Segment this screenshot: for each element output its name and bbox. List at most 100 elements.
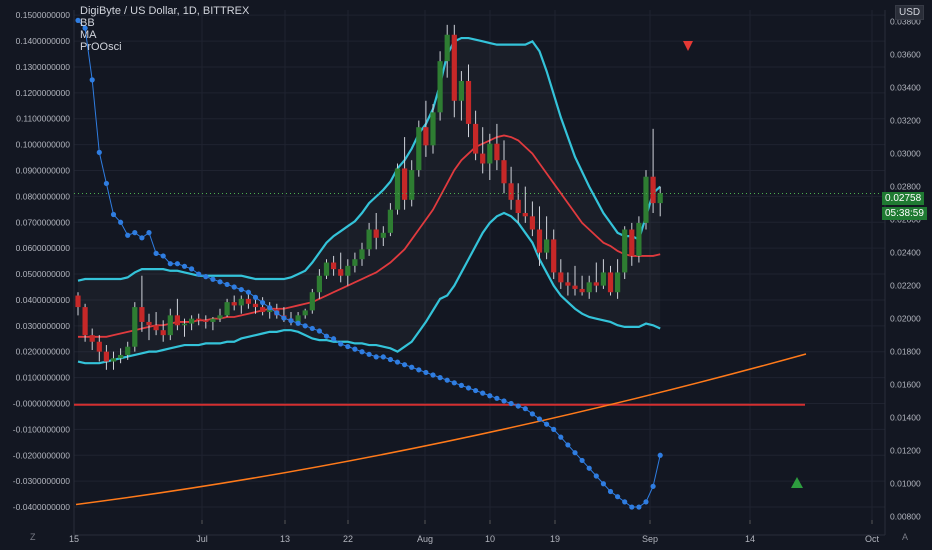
right-axis-label: 0.01800 <box>890 347 921 357</box>
candle-body <box>132 307 138 347</box>
x-axis-label: 13 <box>280 534 290 544</box>
candle-body <box>444 34 450 62</box>
oscillator-point <box>501 398 507 404</box>
oscillator-point <box>338 341 344 347</box>
oscillator-point <box>416 367 422 373</box>
oscillator-point <box>231 284 237 290</box>
candle-body <box>252 303 259 308</box>
x-axis-label: Oct <box>865 534 880 544</box>
auto-scale-icon[interactable]: A <box>902 532 909 542</box>
oscillator-point <box>657 452 663 458</box>
right-axis-label: 0.00800 <box>890 512 921 522</box>
timezone-icon[interactable]: Z <box>30 532 36 542</box>
left-axis-label: 0.0900000000 <box>16 166 71 176</box>
candle-body <box>387 209 393 233</box>
candle-body <box>565 282 571 286</box>
right-axis-label: 0.02800 <box>890 182 921 192</box>
oscillator-point <box>352 346 358 352</box>
candle-body <box>231 302 237 306</box>
candle-body <box>522 213 528 217</box>
left-axis-label: -0.0300000000 <box>13 476 70 486</box>
oscillator-point <box>600 481 607 487</box>
left-axis-label: -0.0400000000 <box>13 502 70 512</box>
oscillator-point <box>210 276 216 282</box>
x-axis-label: Jul <box>196 534 208 544</box>
bb-upper-band <box>77 36 661 282</box>
oscillator-point <box>593 473 599 479</box>
candle-body <box>529 216 535 230</box>
candle-body <box>103 351 109 362</box>
candle-body <box>586 282 592 293</box>
oscillator-point <box>132 230 138 236</box>
candle-body <box>380 232 386 238</box>
oscillator-point <box>252 294 259 300</box>
legend-osc[interactable]: PrOOsci <box>80 41 122 53</box>
candle-body <box>430 112 436 146</box>
oscillator-point <box>629 504 635 510</box>
last-price-badge: 0.02758 <box>882 192 925 205</box>
oscillator-point <box>579 457 585 464</box>
left-axis-label: 0.0100000000 <box>16 373 71 383</box>
oscillator-point <box>167 261 173 267</box>
currency-label[interactable]: USD <box>895 5 925 20</box>
x-axis-label: Aug <box>417 534 433 544</box>
candle-body <box>480 153 486 164</box>
oscillator-point <box>544 421 550 427</box>
oscillator-point <box>203 274 209 280</box>
candle-body <box>224 302 230 316</box>
oscillator-point <box>423 369 429 376</box>
candle-body <box>118 354 124 359</box>
candle-body <box>600 272 606 286</box>
oscillator-point <box>487 393 493 399</box>
candle-body <box>309 292 315 311</box>
x-axis-label: 22 <box>343 534 353 544</box>
right-axis-label: 0.01000 <box>890 479 921 489</box>
oscillator-point <box>473 387 479 394</box>
left-axis-label: 0.1300000000 <box>16 62 71 72</box>
oscillator-point <box>615 494 621 500</box>
oscillator-point <box>387 356 393 363</box>
left-axis-label: -0.0000000000 <box>13 399 70 409</box>
oscillator-point <box>430 372 436 378</box>
oscillator-point <box>267 305 273 311</box>
x-axis-label: 15 <box>69 534 79 544</box>
candle-body <box>75 295 81 308</box>
oscillator-point <box>174 261 180 267</box>
candle-body <box>139 307 145 322</box>
oscillator-point <box>359 349 365 355</box>
oscillator-point <box>75 17 81 23</box>
right-axis-label: 0.01600 <box>890 380 921 390</box>
candle-body <box>423 127 429 146</box>
oscillator-point <box>622 499 628 505</box>
candle-body <box>210 318 216 322</box>
candle-body <box>622 229 628 273</box>
oscillator-point <box>323 333 330 339</box>
right-axis-label: 0.03800 <box>890 17 921 27</box>
legend-ma[interactable]: MA <box>80 29 97 41</box>
legend-bb[interactable]: BB <box>80 17 95 29</box>
oscillator-point <box>536 416 543 422</box>
right-axis-label: 0.03600 <box>890 50 921 60</box>
left-axis-label: 0.1100000000 <box>16 114 70 124</box>
left-axis-label: 0.0400000000 <box>16 295 71 305</box>
oscillator-point <box>260 299 266 306</box>
candle-body <box>437 61 443 113</box>
candle-body <box>629 229 635 256</box>
candle-body <box>394 168 401 210</box>
candle-body <box>89 335 95 342</box>
candle-body <box>217 315 223 319</box>
right-axis-label: 0.01400 <box>890 413 921 423</box>
oscillator-point <box>331 336 337 342</box>
chart-title: DigiByte / US Dollar, 1D, BITTREX <box>80 5 250 17</box>
oscillator-point <box>586 465 592 471</box>
oscillator-point <box>110 211 117 218</box>
oscillator-point <box>103 180 109 187</box>
oscillator-point <box>153 250 159 256</box>
oscillator-point <box>508 400 514 407</box>
oscillator-point <box>82 25 88 31</box>
sell-signal-icon <box>683 41 693 51</box>
candle-body <box>189 318 195 324</box>
candle-body <box>153 325 159 331</box>
candle-body <box>515 199 521 214</box>
